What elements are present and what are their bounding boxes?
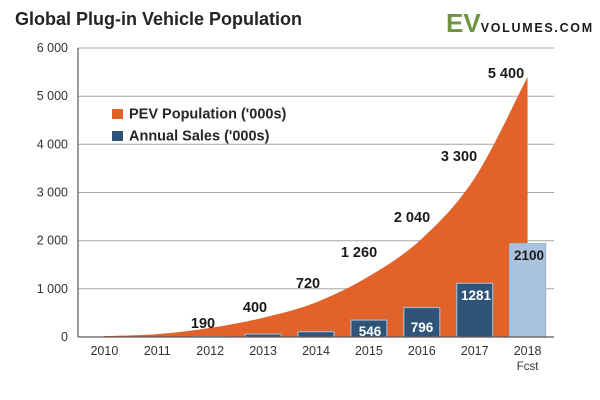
- svg-text:1281: 1281: [461, 288, 492, 303]
- svg-text:2012: 2012: [196, 344, 224, 358]
- svg-text:4 000: 4 000: [37, 137, 68, 151]
- svg-text:2013: 2013: [249, 344, 277, 358]
- svg-text:400: 400: [243, 300, 267, 316]
- svg-text:2018: 2018: [514, 344, 542, 358]
- svg-text:5 000: 5 000: [37, 89, 68, 103]
- svg-text:190: 190: [191, 316, 215, 332]
- svg-text:796: 796: [411, 320, 434, 335]
- svg-text:2010: 2010: [90, 344, 118, 358]
- svg-text:2014: 2014: [302, 344, 330, 358]
- svg-text:Fcst: Fcst: [517, 361, 540, 373]
- svg-text:2 040: 2 040: [394, 210, 430, 226]
- svg-text:546: 546: [359, 324, 382, 339]
- svg-text:2016: 2016: [408, 344, 436, 358]
- svg-text:2015: 2015: [355, 344, 383, 358]
- svg-text:2011: 2011: [144, 344, 171, 358]
- svg-text:2017: 2017: [461, 344, 489, 358]
- svg-text:5 400: 5 400: [488, 66, 524, 82]
- svg-text:1 000: 1 000: [37, 282, 68, 296]
- svg-text:2100: 2100: [514, 248, 544, 263]
- svg-text:PEV Population ('000s): PEV Population ('000s): [129, 107, 287, 123]
- svg-text:1 260: 1 260: [341, 245, 377, 261]
- svg-text:2 000: 2 000: [37, 234, 68, 248]
- svg-text:0: 0: [61, 330, 68, 344]
- svg-text:3 000: 3 000: [37, 186, 68, 200]
- svg-text:6 000: 6 000: [37, 41, 68, 55]
- svg-text:720: 720: [296, 276, 320, 292]
- svg-text:Annual Sales ('000s): Annual Sales ('000s): [129, 129, 270, 145]
- svg-text:3 300: 3 300: [441, 149, 477, 165]
